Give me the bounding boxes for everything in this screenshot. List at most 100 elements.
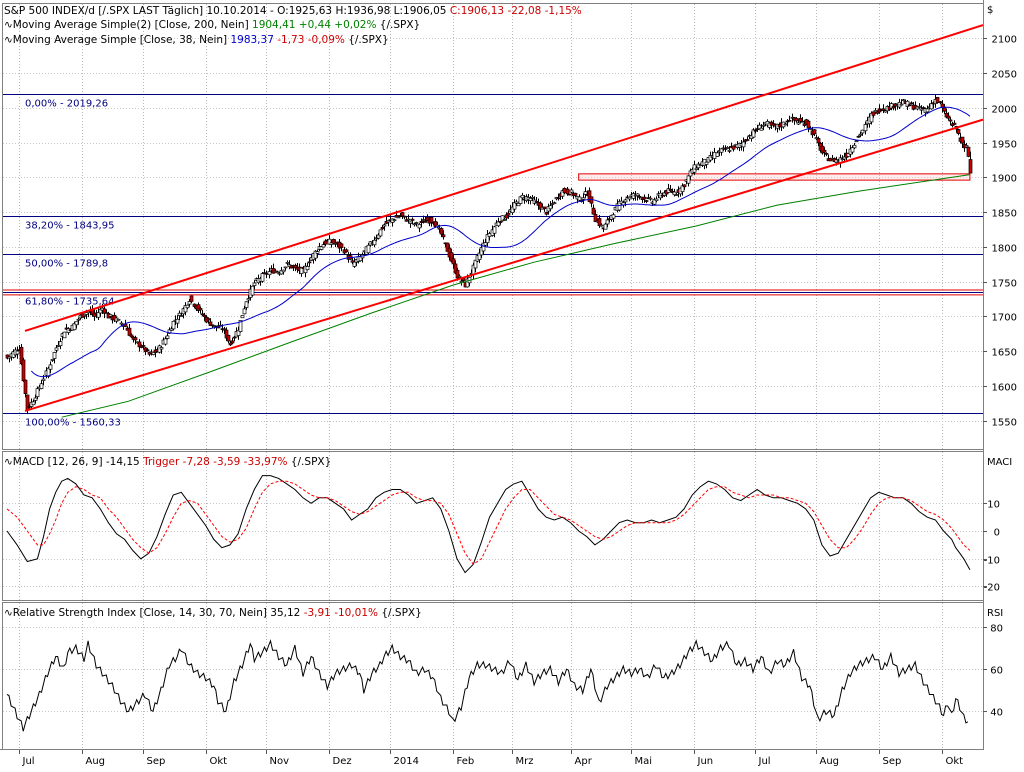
candle-body — [938, 101, 943, 104]
candle-body — [419, 220, 424, 223]
currency-label: $ — [987, 5, 993, 16]
candle-body — [226, 334, 231, 342]
y-tick-label: 1800 — [992, 244, 1017, 255]
macd-header-part: Trigger — [142, 456, 183, 468]
candle-body — [587, 190, 592, 202]
candle-body — [654, 198, 659, 202]
candle-body — [907, 104, 912, 107]
x-tick-label: Jul — [758, 756, 771, 767]
candle-body — [562, 187, 567, 193]
candle-body — [224, 329, 229, 339]
candle-body — [917, 106, 922, 108]
candle-body — [366, 244, 371, 254]
x-tick-label: Okt — [210, 756, 228, 767]
candle-body — [498, 221, 503, 223]
candle-body — [481, 242, 486, 252]
rsi-header-part: -3,91 -10,01% — [304, 607, 382, 619]
candle-body — [58, 341, 63, 347]
candle-body — [899, 103, 904, 106]
candle-body — [230, 340, 235, 344]
candle-body — [487, 233, 492, 237]
candle-body — [244, 301, 249, 308]
candle-body — [727, 150, 732, 152]
candle-body — [339, 243, 344, 248]
candle-body — [31, 401, 36, 406]
candle-body — [167, 329, 172, 334]
candle-body — [968, 159, 973, 174]
macd-axis-title: MACI — [987, 457, 1012, 468]
candle-body — [189, 295, 194, 302]
candle-body — [238, 320, 243, 332]
header-part-5: C:1906,13 -22,08 -1,15% — [450, 5, 582, 17]
candle-body — [856, 135, 861, 138]
candle-body — [542, 206, 547, 210]
y-tick-label: 1850 — [992, 209, 1017, 220]
candle-body — [741, 141, 746, 148]
candle-body — [901, 99, 906, 102]
candle-body — [76, 318, 81, 321]
candle-body — [731, 145, 736, 150]
candle-body — [946, 115, 951, 119]
candle-body — [948, 119, 953, 122]
candle-body — [635, 193, 640, 197]
candle-body — [745, 139, 750, 141]
candle-body — [344, 249, 349, 253]
rsi-header-part: ∿Relative Strength Index [Close, 14, 30,… — [4, 607, 304, 619]
candle-body — [696, 163, 701, 169]
candle-body — [331, 239, 336, 244]
candle-body — [459, 280, 464, 283]
candle-body — [668, 188, 673, 191]
candle-body — [380, 226, 385, 230]
candle-body — [264, 272, 269, 275]
header-part-3: H:1936,98 — [335, 5, 393, 17]
candle-body — [581, 197, 586, 200]
candle-body — [502, 219, 507, 221]
candle-body — [50, 359, 55, 361]
candle-body — [544, 211, 549, 215]
y-tick-label: 1650 — [992, 348, 1017, 359]
candle-body — [891, 106, 896, 109]
candle-body — [942, 107, 947, 112]
y-tick-label: 1950 — [992, 140, 1017, 151]
candle-body — [556, 197, 561, 200]
indicator-name: ∿Moving Average Simple(2) [Close, 200, N… — [4, 19, 252, 31]
candle-body — [352, 261, 357, 267]
x-tick-label: Dez — [333, 756, 352, 767]
candle-body — [171, 320, 176, 330]
indicator-name: ∿Moving Average Simple [Close, 38, Nein] — [4, 34, 230, 46]
candle-body — [212, 325, 217, 327]
candle-body — [321, 244, 326, 248]
candle-body — [408, 221, 413, 224]
candle-body — [421, 219, 426, 221]
candle-body — [506, 212, 511, 216]
x-tick-label: Nov — [270, 756, 290, 767]
fibonacci-label: 100,00% - 1560,33 — [25, 418, 121, 429]
candle-body — [145, 349, 150, 352]
candle-body — [593, 214, 598, 223]
candle-body — [854, 140, 859, 143]
candle-body — [591, 207, 596, 215]
candle-body — [858, 133, 863, 136]
indicator-change: -1,73 -0,09% — [277, 34, 348, 46]
y-tick-label: 1600 — [992, 383, 1017, 394]
candle-body — [315, 251, 320, 254]
candle-body — [163, 338, 168, 345]
candle-body — [881, 108, 886, 111]
candle-body — [852, 144, 857, 149]
candle-body — [516, 202, 521, 207]
candle-body — [725, 147, 730, 149]
rsi-header: ∿Relative Strength Index [Close, 14, 30,… — [4, 607, 422, 619]
candle-body — [567, 193, 572, 196]
candle-body — [905, 100, 910, 107]
candle-body — [400, 212, 405, 217]
indicator-label-0: ∿Moving Average Simple(2) [Close, 200, N… — [4, 19, 420, 31]
ma38-line — [30, 106, 971, 378]
candle-body — [565, 188, 570, 195]
x-tick-label: Aug — [86, 756, 106, 767]
trigger-line — [6, 480, 971, 565]
candle-body — [759, 127, 764, 131]
candle-body — [520, 194, 525, 199]
candle-body — [648, 197, 653, 200]
candle-body — [299, 267, 304, 274]
macd-header-part: -7,28 -3,59 -33,97% — [183, 456, 291, 468]
